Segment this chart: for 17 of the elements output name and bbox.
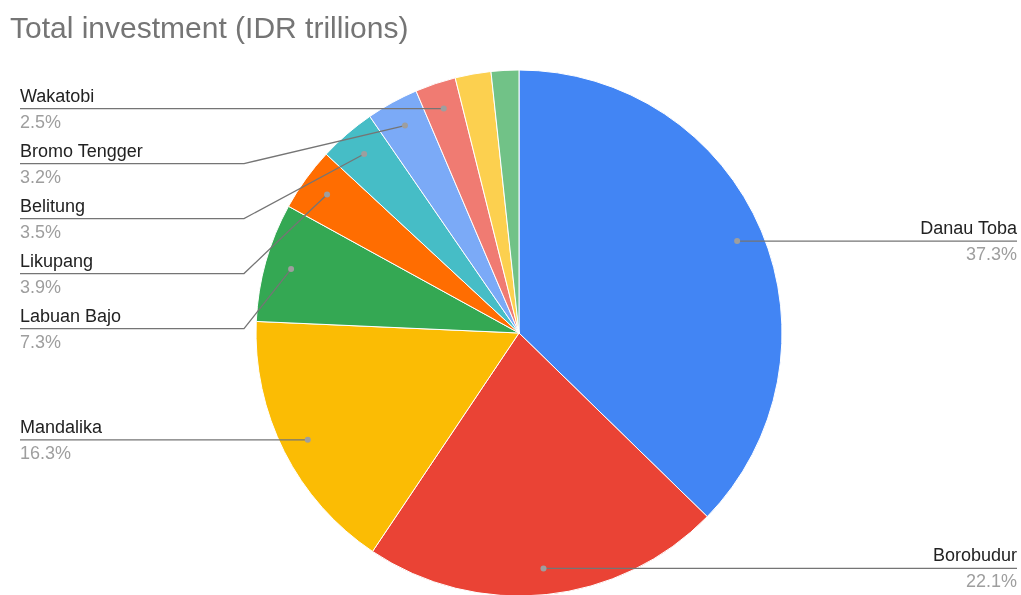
slice-label: Bromo Tengger: [20, 140, 143, 161]
data-label: 3.5%: [20, 221, 62, 242]
slice-label: Belitung: [20, 195, 86, 216]
chart-title: Total investment (IDR trillions): [10, 11, 409, 44]
data-label: 2.5%: [20, 111, 62, 132]
slice-label: Wakatobi: [20, 85, 95, 106]
slice-label: Borobudur: [932, 545, 1017, 566]
data-label: 22.1%: [965, 571, 1017, 592]
slice-label: Likupang: [20, 250, 94, 271]
slice-label: Mandalika: [20, 416, 104, 437]
data-label: 16.3%: [20, 442, 72, 463]
data-label: 3.2%: [20, 166, 62, 187]
data-label: 7.3%: [20, 331, 62, 352]
data-label: 3.9%: [20, 276, 62, 297]
data-label: 37.3%: [965, 244, 1017, 265]
slice-label: Labuan Bajo: [20, 305, 122, 326]
slice-label: Danau Toba: [920, 218, 1018, 239]
